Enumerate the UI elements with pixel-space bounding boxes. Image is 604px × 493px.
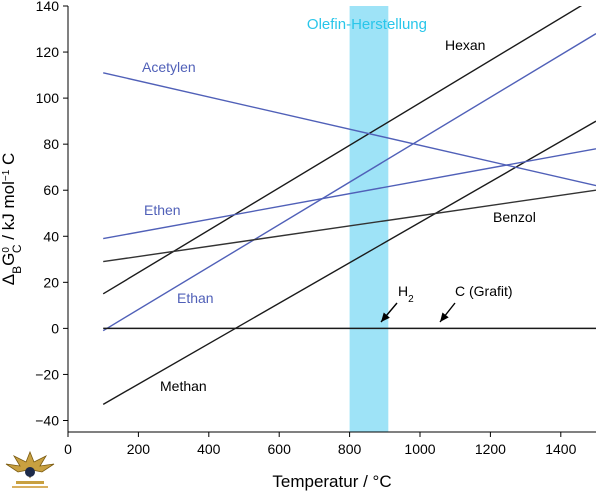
series-label-benzol: Benzol xyxy=(493,209,536,225)
eagle-emblem-icon xyxy=(5,450,55,488)
x-axis-title: Temperatur / °C xyxy=(272,472,391,491)
y-tick-label: 20 xyxy=(43,274,59,290)
series-group xyxy=(102,6,596,405)
x-tick-label: 1400 xyxy=(545,441,576,457)
annotation-c-grafit: C (Grafit) xyxy=(455,283,513,299)
y-tick-label: 140 xyxy=(36,0,60,14)
x-tick-label: 200 xyxy=(127,441,151,457)
axes-group: 0 200 400 600 800 1000 1200 1400 −40 −20 0 20 40 60 80… xyxy=(35,0,596,457)
olefin-band-group xyxy=(349,6,389,432)
y-axis-title-part: B xyxy=(10,266,24,274)
series-line-methan xyxy=(102,120,596,405)
y-tick-label: 60 xyxy=(43,182,59,198)
annotation-h2-arrow-head xyxy=(381,312,390,322)
y-axis-title-part: C xyxy=(0,153,18,170)
y-tick-label: 80 xyxy=(43,136,59,152)
series-label-methan: Methan xyxy=(160,378,207,394)
series-line-ethan xyxy=(102,33,596,332)
x-tick-label: 0 xyxy=(64,441,72,457)
y-axis-title-part: / kJ mol xyxy=(0,181,18,244)
annotation-h2-sub: 2 xyxy=(408,294,414,305)
series-line-ethen xyxy=(103,148,596,240)
y-tick-label: 40 xyxy=(43,228,59,244)
x-tick-label: 600 xyxy=(268,441,292,457)
y-tick-label: −20 xyxy=(35,366,59,382)
annotation-c-grafit-arrow-head xyxy=(440,312,449,322)
series-line-acetylen xyxy=(103,72,596,187)
series-label-ethen: Ethen xyxy=(144,202,181,218)
y-axis-title-part: C xyxy=(10,244,24,253)
y-tick-label: −40 xyxy=(35,412,59,428)
series-label-acetylen: Acetylen xyxy=(142,59,196,75)
olefin-band xyxy=(349,6,389,432)
annotation-h2: H2 xyxy=(398,283,414,305)
y-axis-title: ΔBG0C / kJ mol−1 C xyxy=(0,153,24,286)
y-axis-title-part: Δ xyxy=(0,274,18,285)
y-tick-label: 120 xyxy=(36,44,60,60)
series-line-benzol xyxy=(103,189,596,263)
olefin-band-label: Olefin-Herstellung xyxy=(307,16,427,33)
y-axis-title-part: 0 xyxy=(1,247,12,253)
y-axis-title-part: G xyxy=(0,253,18,266)
x-tick-label: 1000 xyxy=(404,441,435,457)
x-tick-label: 400 xyxy=(197,441,221,457)
series-label-hexan: Hexan xyxy=(445,37,485,53)
x-tick-label: 1200 xyxy=(475,441,506,457)
annotation-h2-text: H xyxy=(398,283,408,299)
series-label-ethan: Ethan xyxy=(177,290,214,306)
y-tick-label: 0 xyxy=(51,320,59,336)
y-axis-title-part: −1 xyxy=(1,169,12,181)
y-tick-label: 100 xyxy=(36,90,60,106)
x-tick-label: 800 xyxy=(338,441,362,457)
series-line-hexan xyxy=(102,6,583,295)
